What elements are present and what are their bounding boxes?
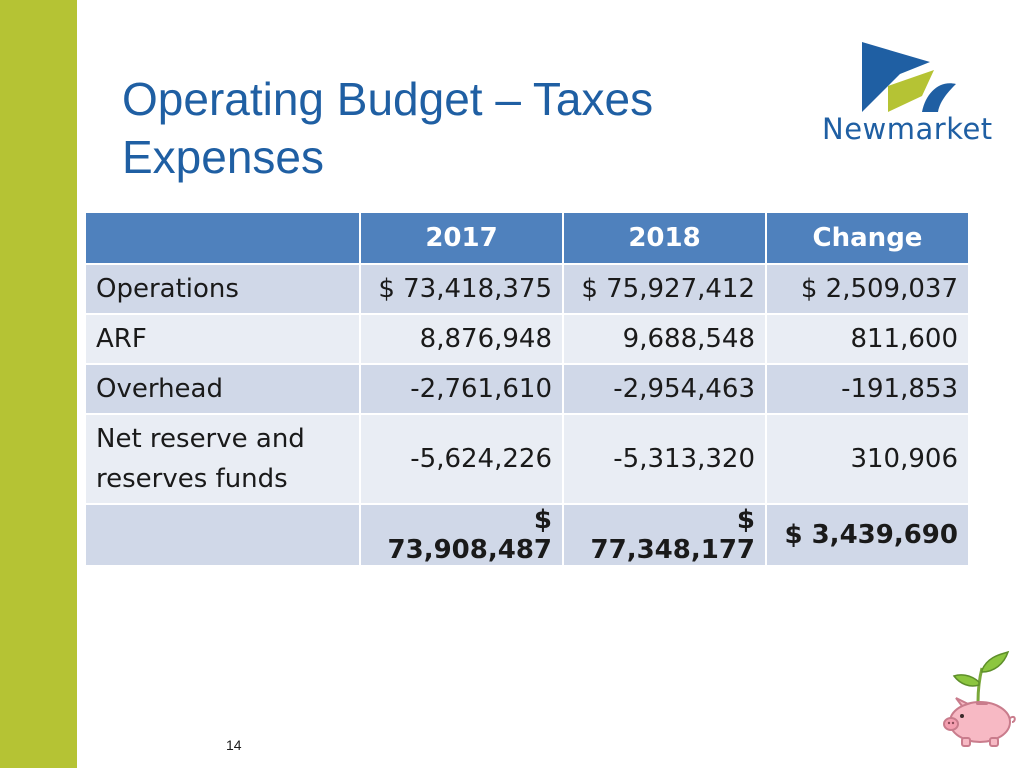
value-2017: $ 73,418,375	[359, 263, 564, 315]
value-2017: 8,876,948	[359, 313, 564, 365]
newmarket-logo-icon	[862, 42, 956, 112]
piggy-bank-sprout-icon	[943, 650, 1016, 747]
value-2018: 9,688,548	[562, 313, 767, 365]
value-change: -191,853	[765, 363, 970, 415]
value-2018: -2,954,463	[562, 363, 767, 415]
slide-title-line-2: Expenses	[122, 131, 325, 183]
header-change: Change	[765, 211, 970, 265]
table-row: Operations $ 73,418,375 $ 75,927,412 $ 2…	[84, 263, 970, 315]
value-change: 811,600	[765, 313, 970, 365]
header-2017: 2017	[359, 211, 564, 265]
row-label: ARF	[84, 313, 361, 365]
header-2018: 2018	[562, 211, 767, 265]
total-change: $ 3,439,690	[765, 503, 970, 567]
table-row: ARF 8,876,948 9,688,548 811,600	[84, 313, 970, 365]
table-row: Overhead -2,761,610 -2,954,463 -191,853	[84, 363, 970, 415]
slide-title: Operating Budget – Taxes Expenses	[122, 70, 653, 186]
side-accent-bar	[0, 0, 77, 768]
header-label-cell	[84, 211, 361, 265]
row-label: Overhead	[84, 363, 361, 415]
row-label: Operations	[84, 263, 361, 315]
row-label-line-2: reserves funds	[96, 464, 288, 494]
slide-title-line-1: Operating Budget – Taxes	[122, 73, 654, 125]
row-label-line-1: Net reserve and	[96, 424, 305, 454]
page-number: 14	[226, 737, 242, 753]
table-total-row: $ 73,908,487 $ 77,348,177 $ 3,439,690	[84, 503, 970, 567]
newmarket-logo: Newmarket	[822, 40, 993, 150]
table-row: Net reserve and reserves funds -5,624,22…	[84, 413, 970, 505]
value-2018: -5,313,320	[562, 413, 767, 505]
value-change: $ 2,509,037	[765, 263, 970, 315]
logo-wordmark: Newmarket	[822, 112, 993, 146]
total-label	[84, 503, 361, 567]
budget-table: 2017 2018 Change Operations $ 73,418,375…	[84, 211, 970, 567]
total-2017: $ 73,908,487	[359, 503, 564, 567]
table-header-row: 2017 2018 Change	[84, 211, 970, 265]
value-2017: -5,624,226	[359, 413, 564, 505]
total-2018: $ 77,348,177	[562, 503, 767, 567]
value-2018: $ 75,927,412	[562, 263, 767, 315]
value-2017: -2,761,610	[359, 363, 564, 415]
value-change: 310,906	[765, 413, 970, 505]
row-label: Net reserve and reserves funds	[84, 413, 361, 505]
